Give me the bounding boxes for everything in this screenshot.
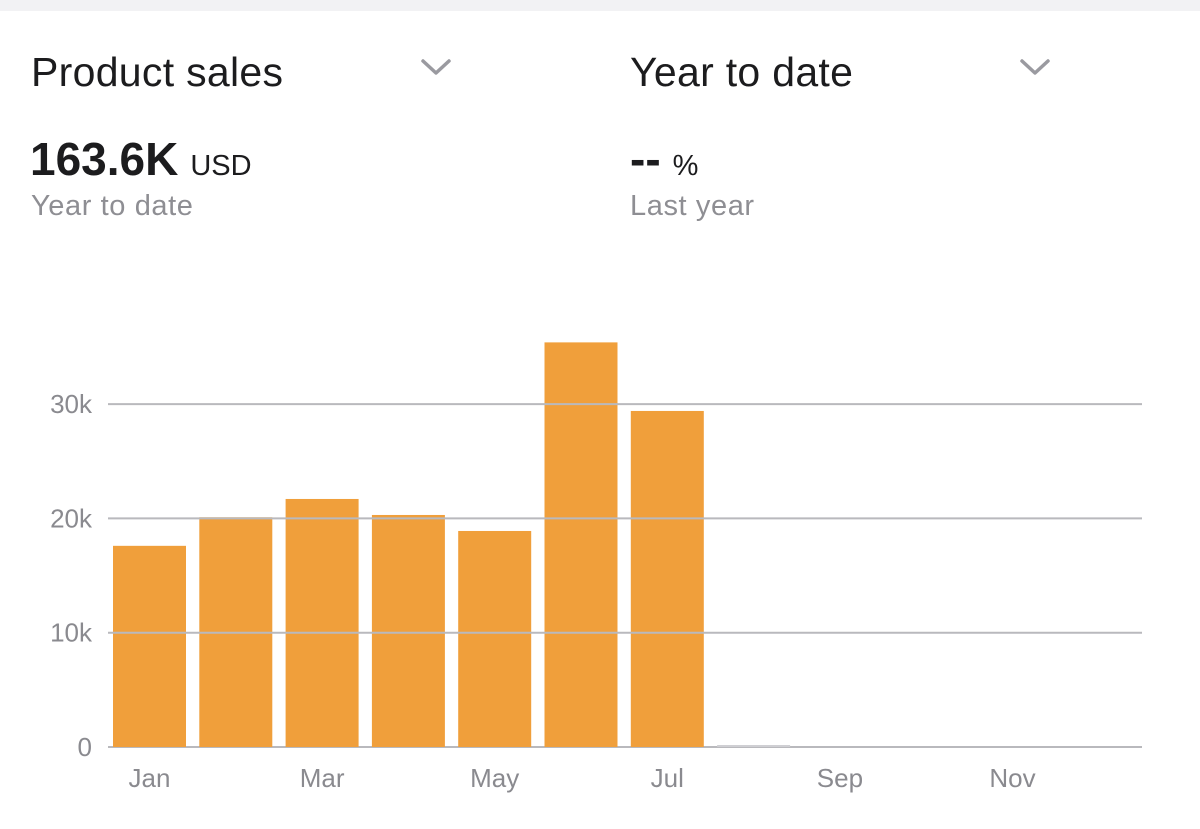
bar-jul[interactable] bbox=[630, 410, 704, 747]
y-tick-label: 30k bbox=[50, 389, 93, 419]
y-tick-label: 10k bbox=[50, 618, 93, 648]
metric-selector-label: Product sales bbox=[31, 48, 284, 95]
total-value: 163.6K bbox=[30, 133, 179, 185]
bar-apr[interactable] bbox=[371, 514, 445, 747]
metric-selector[interactable]: Product sales bbox=[31, 44, 451, 100]
period-selector[interactable]: Year to date bbox=[630, 44, 1050, 100]
period-selector-label: Year to date bbox=[630, 48, 854, 95]
y-tick-label: 20k bbox=[50, 503, 93, 533]
bar-mar[interactable] bbox=[285, 498, 359, 747]
bar-jun[interactable] bbox=[544, 342, 618, 747]
chevron-down-icon bbox=[421, 59, 451, 75]
x-tick-label: Jul bbox=[651, 763, 684, 793]
bar-may[interactable] bbox=[458, 530, 532, 747]
chevron-down-icon bbox=[1020, 59, 1050, 75]
top-strip bbox=[0, 0, 1200, 11]
y-tick-label: 0 bbox=[78, 732, 92, 762]
x-tick-label: Mar bbox=[300, 763, 345, 793]
bar-aug[interactable] bbox=[717, 745, 791, 747]
total-caption: Year to date bbox=[31, 190, 194, 222]
x-tick-label: May bbox=[470, 763, 519, 793]
x-tick-label: Sep bbox=[817, 763, 863, 793]
bar-jan[interactable] bbox=[113, 545, 186, 747]
comparison-caption: Last year bbox=[630, 190, 755, 222]
total-unit: USD bbox=[190, 150, 252, 182]
comparison-metric: -- % bbox=[630, 132, 698, 186]
total-metric: 163.6K USD bbox=[30, 132, 252, 186]
x-tick-label: Nov bbox=[989, 763, 1035, 793]
comparison-value: -- bbox=[630, 133, 661, 185]
comparison-unit: % bbox=[672, 150, 699, 182]
x-tick-label: Jan bbox=[129, 763, 171, 793]
